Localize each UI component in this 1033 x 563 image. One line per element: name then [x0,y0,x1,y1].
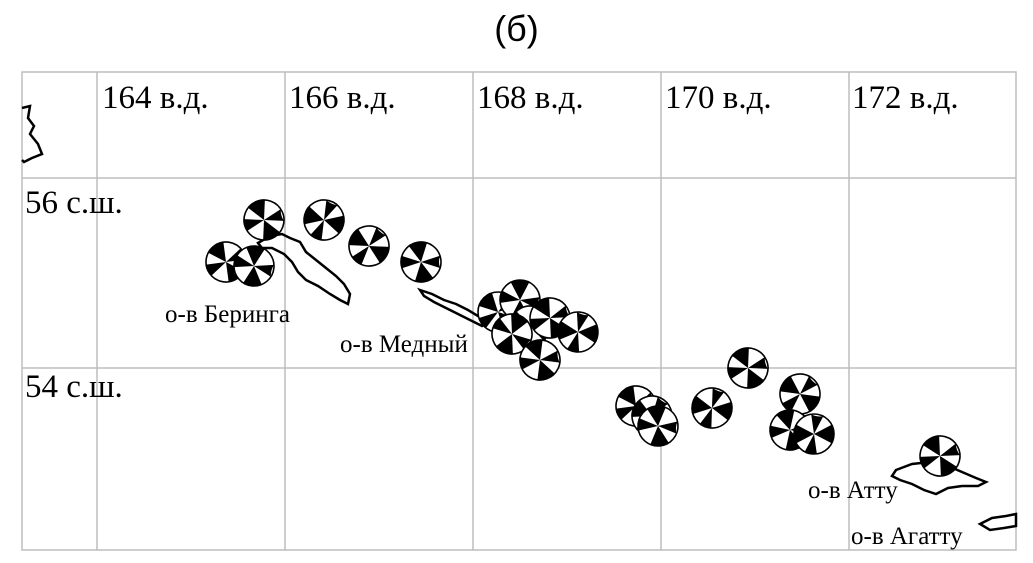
lon-label-168: 168 в.д. [477,80,584,116]
label-bering-island: о-в Беринга [165,301,290,328]
beachball [237,193,291,247]
parallels [22,177,1016,369]
lon-label-166: 166 в.д. [289,80,396,116]
beachball [343,220,395,272]
lon-label-170: 170 в.д. [665,80,772,116]
lon-label-172: 172 в.д. [852,80,959,116]
label-medny-island: о-в Медный [340,331,468,358]
beachball [392,233,450,291]
map-frame [21,71,1017,551]
beachballs [202,191,966,482]
beachball [721,341,775,395]
lat-label-54: 54 с.ш. [25,369,123,405]
medny-island [416,287,488,328]
lon-label-164: 164 в.д. [102,80,209,116]
beachball [295,191,353,249]
beachball [683,379,741,437]
meridians [96,72,850,550]
panel-label: (б) [494,8,539,49]
agattu-island [977,512,1018,532]
kamchatka-coast [21,104,44,164]
bering-island [256,232,352,306]
label-attu-island: о-в Атту [808,477,898,504]
lat-label-56: 56 с.ш. [25,185,123,221]
beachball [914,430,966,482]
label-agattu-island: о-в Агатту [851,523,963,550]
